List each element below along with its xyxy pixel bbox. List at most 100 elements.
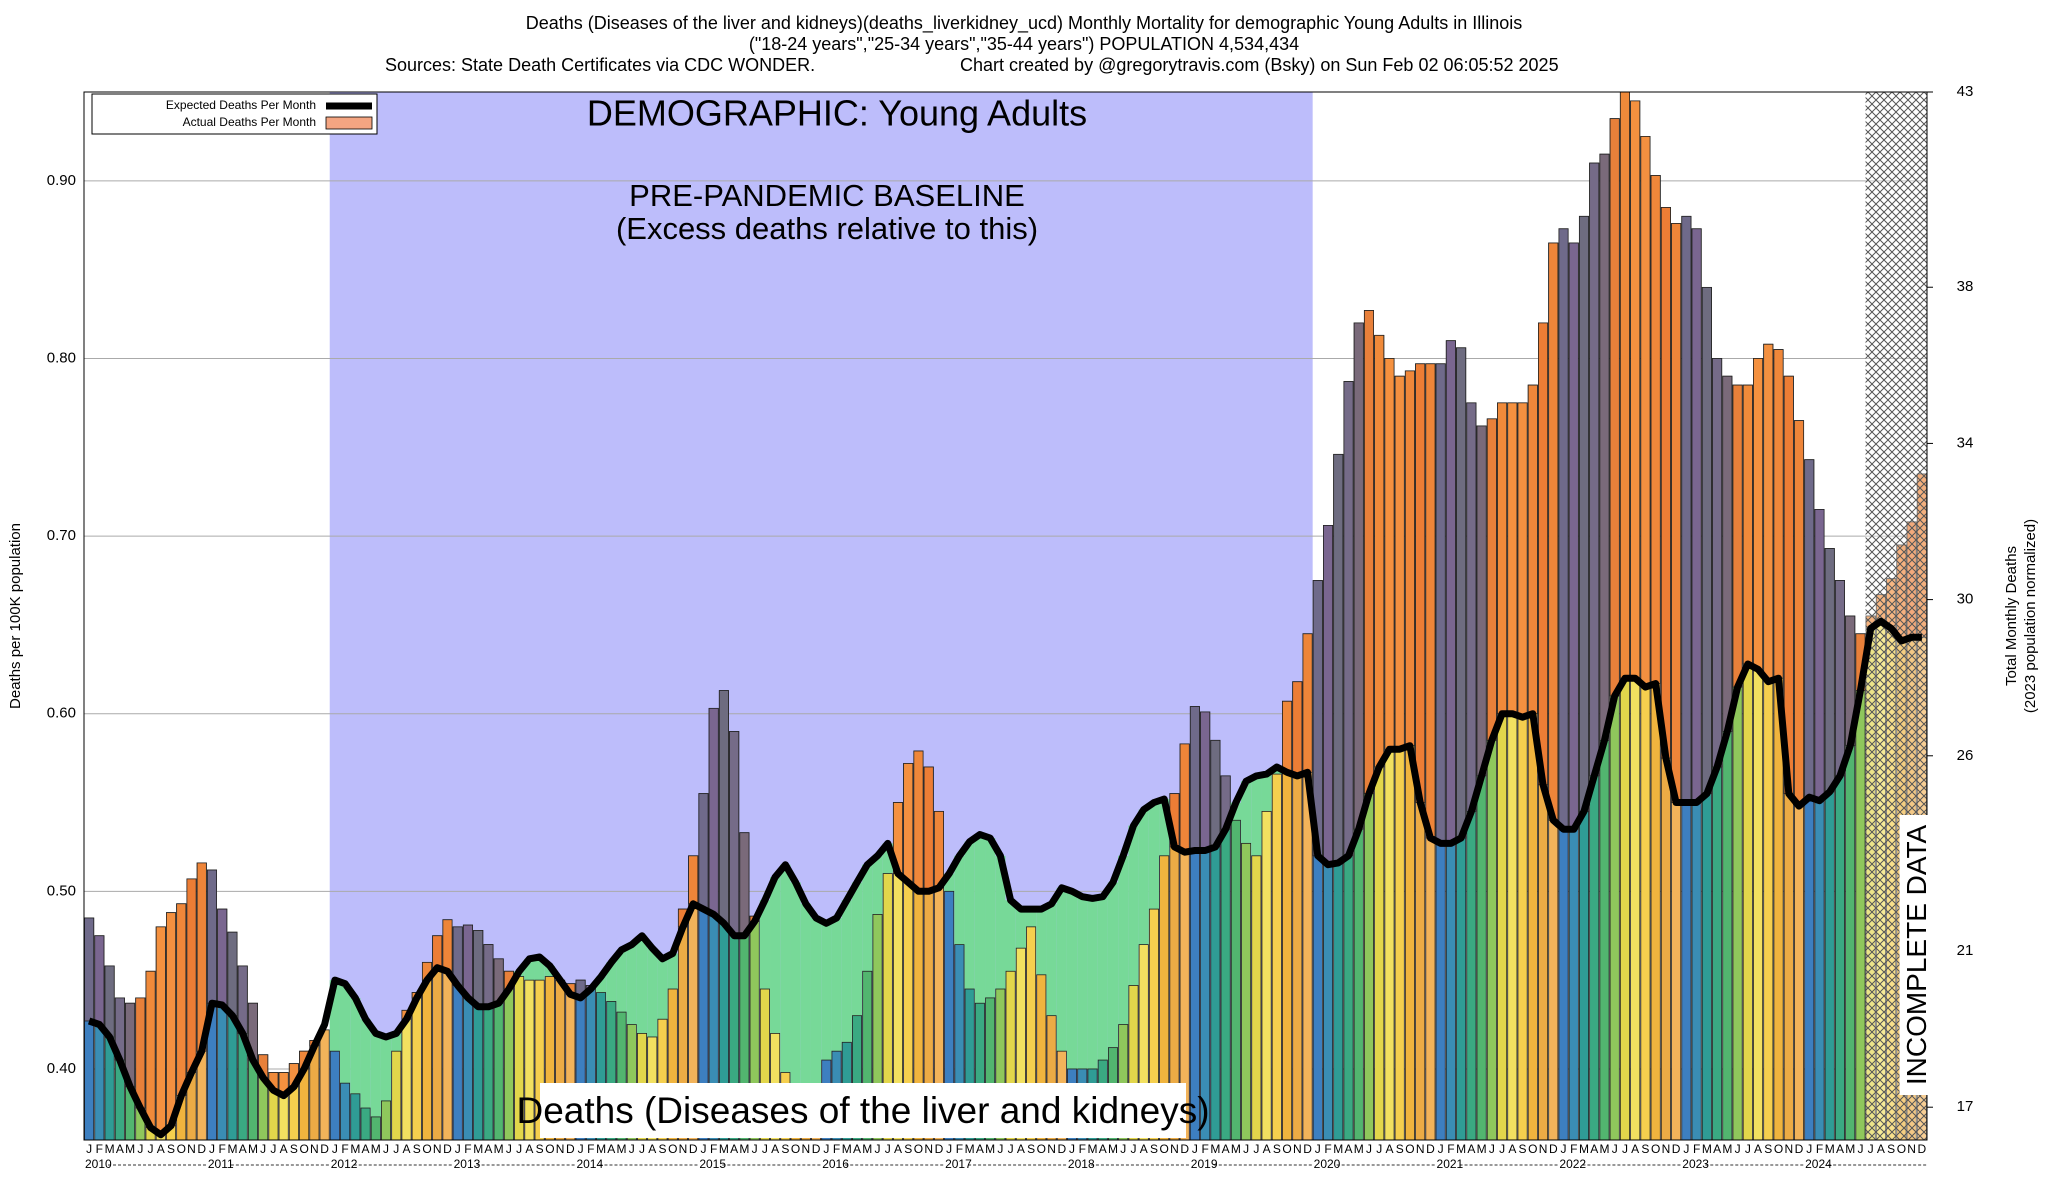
excess-bar (1415, 363, 1426, 803)
excess-bar (217, 908, 228, 1006)
x-tick-label: J (148, 1142, 154, 1156)
x-tick-label: A (730, 1142, 738, 1156)
x-tick-label: A (1877, 1142, 1885, 1156)
x-tick-label: J (752, 1142, 758, 1156)
shortfall-area (810, 917, 822, 1101)
x-tick-label: N (802, 1142, 811, 1156)
x-tick-label: J (1192, 1142, 1198, 1156)
excess-bar (1486, 418, 1497, 741)
x-tick-label: M (125, 1142, 135, 1156)
excess-bar (483, 944, 494, 1008)
x-tick-label: F (1816, 1142, 1823, 1156)
excess-bar (1538, 322, 1549, 786)
y2-tick-label: 38 (1957, 278, 1974, 295)
x-tick-label: J (1857, 1142, 1863, 1156)
x-tick-label: N (1539, 1142, 1548, 1156)
excess-bar (903, 763, 914, 883)
x-tick-label: A (239, 1142, 247, 1156)
x-tick-label: M (842, 1142, 852, 1156)
x-tick-label: J (1745, 1142, 1751, 1156)
plot-frame (83, 91, 1928, 1141)
x-tick-label: D (935, 1142, 944, 1156)
shortfall-area (626, 944, 637, 1025)
shortfall-area (954, 855, 965, 945)
x-tick-label: D (1795, 1142, 1804, 1156)
excess-bar (104, 965, 115, 1038)
x-tick-label: J (1612, 1142, 1618, 1156)
excess-bar (1394, 375, 1405, 750)
shortfall-area (790, 882, 801, 1096)
shortfall-area (1025, 909, 1037, 927)
legend-swatch (325, 116, 373, 130)
x-tick-label: A (1713, 1142, 1721, 1156)
y-tick-label: 0.90 (47, 172, 76, 189)
excess-bar (1763, 343, 1774, 683)
excess-bar (913, 750, 924, 892)
year-label: 2024 (1805, 1157, 1832, 1171)
excess-bar (1660, 207, 1671, 759)
x-tick-label: M (1722, 1142, 1732, 1156)
x-tick-label: S (1764, 1142, 1772, 1156)
shortfall-area (616, 949, 627, 1013)
expected-line (87, 617, 1922, 1139)
x-tick-label: O (1282, 1142, 1291, 1156)
year-label: 2011 (208, 1157, 234, 1171)
x-tick-label: J (1008, 1142, 1014, 1156)
chart-title: Deaths (Diseases of the liver and kidney… (526, 13, 1523, 34)
x-tick-label: J (506, 1142, 512, 1156)
label-box (1899, 815, 1936, 1095)
x-tick-label: J (700, 1142, 706, 1156)
excess-bar (1456, 347, 1467, 839)
x-tick-label: O (1774, 1142, 1783, 1156)
excess-bar (1384, 358, 1395, 750)
excess-bar (94, 935, 105, 1025)
x-tick-label: A (1344, 1142, 1352, 1156)
x-tick-label: D (1549, 1142, 1558, 1156)
shortfall-area (534, 957, 545, 981)
x-tick-label: N (1662, 1142, 1671, 1156)
shortfall-area (636, 935, 648, 1034)
bar (381, 1100, 392, 1141)
shortfall-area (524, 958, 535, 981)
x-tick-label: M (1210, 1142, 1220, 1156)
x-tick-label: A (1754, 1142, 1762, 1156)
x-tick-label: M (1845, 1142, 1855, 1156)
excess-bar (1435, 363, 1446, 844)
x-tick-label: J (823, 1142, 829, 1156)
x-tick-label: O (1037, 1142, 1046, 1156)
shortfall-area (647, 948, 658, 1037)
excess-bar (1343, 381, 1354, 857)
excess-bar (1507, 402, 1518, 715)
shortfall-area (974, 834, 986, 1004)
x-tick-label: A (1385, 1142, 1393, 1156)
x-tick-label: D (1672, 1142, 1681, 1156)
shortfall-area (770, 877, 781, 1034)
x-tick-label: N (1047, 1142, 1056, 1156)
bar (340, 1082, 351, 1141)
excess-bar (1404, 370, 1415, 747)
x-tick-label: F (341, 1142, 348, 1156)
y-tick-label: 0.60 (47, 705, 76, 722)
shortfall-area (964, 841, 975, 990)
x-tick-label: A (116, 1142, 124, 1156)
excess-bar (1619, 91, 1630, 679)
x-tick-label: S (1027, 1142, 1035, 1156)
excess-bar (1640, 136, 1651, 688)
x-tick-label: S (904, 1142, 912, 1156)
x-tick-label: J (1489, 1142, 1495, 1156)
shortfall-area (1118, 855, 1129, 1025)
year-label: 2012 (331, 1157, 358, 1171)
x-tick-label: N (1784, 1142, 1793, 1156)
shortfall-area (380, 1036, 392, 1101)
year-label: 2019 (1191, 1157, 1218, 1171)
x-tick-label: A (403, 1142, 411, 1156)
x-tick-label: A (976, 1142, 984, 1156)
y-tick-label: 0.80 (47, 349, 76, 366)
x-tick-label: A (853, 1142, 861, 1156)
x-tick-label: N (1416, 1142, 1425, 1156)
annotation: PRE-PANDEMIC BASELINE (629, 178, 1025, 213)
excess-bar (708, 707, 719, 915)
shortfall-area (1159, 798, 1170, 856)
excess-bar (1712, 358, 1723, 768)
excess-bar (1753, 358, 1764, 670)
